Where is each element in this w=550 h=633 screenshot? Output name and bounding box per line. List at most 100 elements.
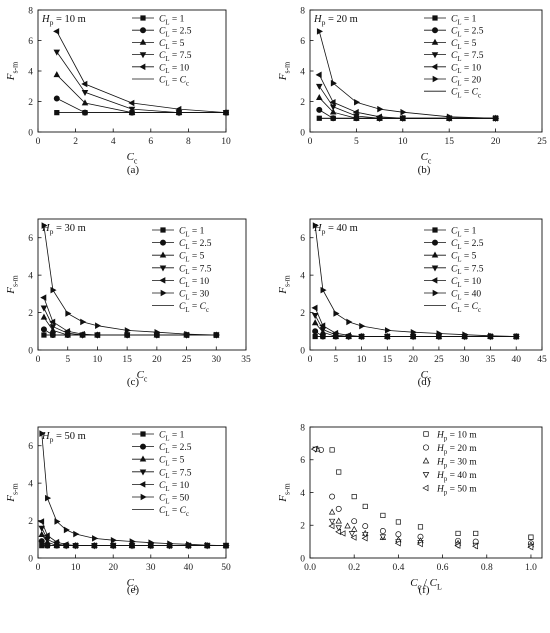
legend-marker [139,38,147,45]
legend-marker [431,239,438,246]
x-tick-label: 30 [460,355,470,365]
series-5 [41,222,220,339]
x-tick-label: 20 [108,563,118,573]
x-tick-label: 40 [511,355,521,365]
y-tick-label: 0 [300,128,305,138]
legend-marker [423,431,429,437]
legend-item: CL = 10 [132,481,189,493]
panel-caption: (b) [418,164,431,176]
series-4 [53,28,229,116]
data-point [351,494,357,500]
data-point [335,528,342,535]
legend-marker [431,265,439,272]
data-point [351,525,358,532]
legend-item: CL = 1 [132,15,185,26]
legend-item: CL = Cc [424,88,481,100]
legend-marker [432,227,438,233]
y-axis-label: Fs-m [277,482,291,502]
y-tick-label: 6 [28,234,33,244]
y-tick-label: 4 [300,67,305,77]
legend-item: CL = 2.5 [152,239,212,251]
data-point [175,105,182,113]
legend-marker [431,277,438,284]
series-2 [53,71,230,115]
series-line [314,225,517,337]
data-point [329,98,336,106]
legend-item: CL = 30 [152,289,209,301]
x-tick-label: 15 [444,137,454,147]
legend-marker [139,52,147,59]
data-point [328,522,335,530]
data-point [410,328,417,336]
data-point [53,538,60,546]
x-tick-label: 10 [93,355,103,365]
y-tick-label: 0 [28,554,33,564]
y-tick-label: 6 [300,234,305,244]
series-4 [311,304,519,340]
data-point [362,523,369,530]
x-tick-label: 0 [36,137,41,147]
legend-marker [160,289,167,297]
legend-label: CL = 2.5 [451,27,484,39]
data-point [128,106,136,113]
data-point [311,319,319,326]
y-tick-label: 6 [300,37,305,47]
legend-label: Hp = 10 m [436,431,477,443]
x-tick-label: 20 [152,355,162,365]
y-axis-label: Fs-m [5,61,19,81]
data-point [328,508,336,515]
legend-item: Hp = 50 m [422,485,477,496]
data-point [332,329,339,337]
data-point [339,530,346,537]
data-point [49,318,56,326]
data-point [348,531,356,538]
y-tick-label: 6 [28,442,33,452]
legend-marker [159,251,167,258]
x-tick-label: 50 [221,563,231,573]
data-point [417,524,424,530]
y-tick-label: 8 [28,6,33,16]
data-point [124,327,131,334]
x-tick-label: 0 [36,563,41,573]
x-tick-label: 0.2 [348,563,360,573]
series-line [41,433,227,546]
legend-item: CL = 7.5 [424,264,484,276]
data-point [344,522,351,529]
legend-marker [159,265,167,272]
y-tick-label: 2 [28,517,33,527]
data-point [65,310,72,317]
y-axis-label: Fs-m [5,482,19,502]
x-axis-label: Cc [421,151,432,165]
legend-label: CL = 10 [451,277,481,289]
x-tick-label: 2 [73,137,78,147]
data-point [53,71,61,78]
data-point [315,71,322,79]
x-tick-label: 10 [221,137,231,147]
panel-c: 0 5 10 15 20 25 30 35 0 2 4 6 Cc Fs-m (c) Hp = 30 m CL =… [5,218,251,388]
legend-label: CL = 50 [159,494,189,506]
legend-item: CL = 7.5 [424,51,484,63]
series-4 [38,518,229,549]
data-point [472,543,479,550]
data-point [81,90,89,97]
y-axis-label: Fs-m [277,274,291,294]
legend-marker [139,443,146,450]
legend-item: CL = 10 [152,277,209,289]
x-tick-label: 0.8 [481,563,493,573]
data-point [379,528,386,534]
x-tick-label: 4 [111,137,116,147]
legend-marker [139,63,146,71]
y-tick-label: 2 [300,522,305,532]
data-point [361,535,368,542]
legend-label: CL = 2.5 [451,239,484,251]
data-point [311,304,318,312]
y-tick-label: 6 [28,37,33,47]
legend-label: CL = 40 [451,290,481,302]
y-axis-label: Fs-m [277,61,291,81]
series-line [319,109,496,119]
data-point [53,95,60,102]
data-point [354,98,361,106]
